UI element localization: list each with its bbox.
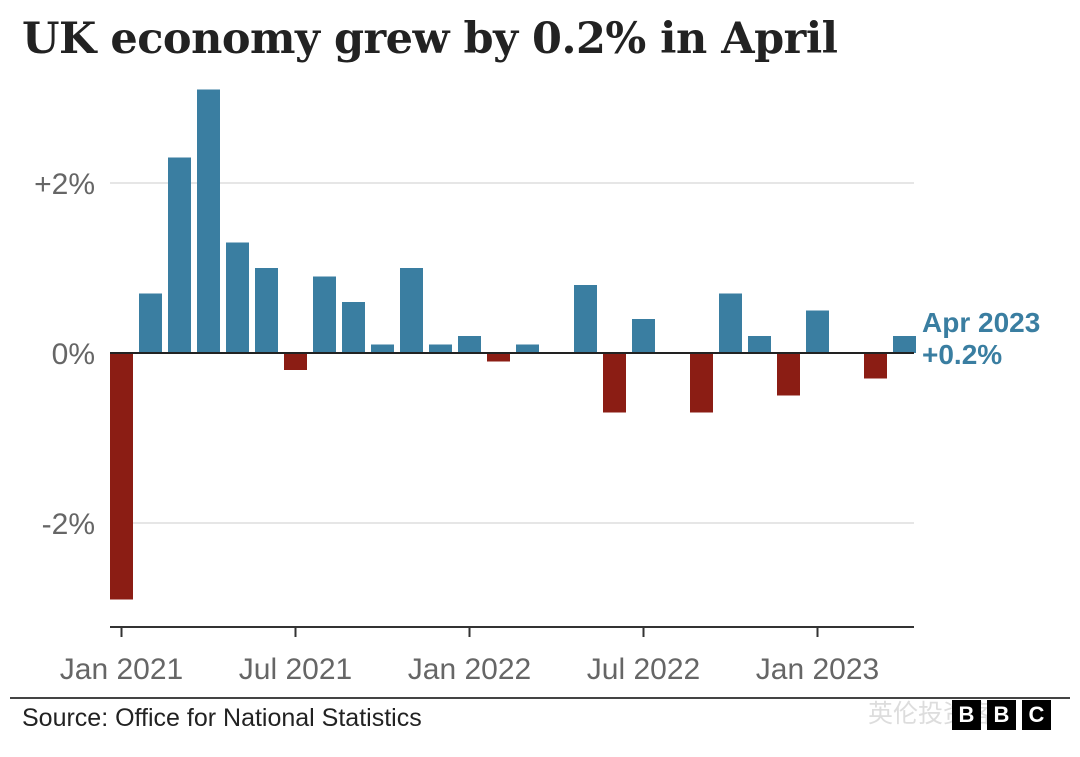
bbc-logo-letter: B bbox=[952, 700, 981, 730]
annotation-label: Apr 2023 bbox=[922, 307, 1040, 338]
x-tick-label: Jul 2022 bbox=[587, 653, 700, 686]
bar-2023-03 bbox=[864, 353, 887, 379]
bar-2021-01 bbox=[110, 353, 133, 600]
bar-2022-10 bbox=[719, 293, 742, 353]
bar-2021-09 bbox=[342, 302, 365, 353]
source-note: Source: Office for National Statistics bbox=[22, 704, 422, 732]
x-tick-label: Jul 2021 bbox=[239, 653, 352, 686]
annotation-value: +0.2% bbox=[922, 339, 1002, 370]
bbc-logo-letter: B bbox=[987, 700, 1016, 730]
x-tick-label: Jan 2021 bbox=[60, 653, 183, 686]
bar-2022-09 bbox=[690, 353, 713, 413]
bar-2022-11 bbox=[748, 336, 771, 353]
bar-2021-07 bbox=[284, 353, 307, 370]
bar-2023-04 bbox=[893, 336, 916, 353]
bar-2022-06 bbox=[603, 353, 626, 413]
y-tick-label: -2% bbox=[42, 508, 95, 541]
bar-2022-02 bbox=[487, 353, 510, 362]
bbc-logo: B B C bbox=[952, 700, 1051, 730]
bar-2022-05 bbox=[574, 285, 597, 353]
bar-2022-01 bbox=[458, 336, 481, 353]
bar-chart: +2% 0% -2% Jan 2021 Jul 2021 Jan 2022 Jul 2022… bbox=[34, 89, 1040, 686]
bar-2021-02 bbox=[139, 293, 162, 353]
x-tick-label: Jan 2023 bbox=[756, 653, 879, 686]
bar-2021-03 bbox=[168, 157, 191, 353]
bar-2021-10 bbox=[371, 344, 394, 353]
bar-2023-01 bbox=[806, 310, 829, 353]
y-tick-label: 0% bbox=[52, 338, 95, 371]
y-tick-label: +2% bbox=[34, 168, 95, 201]
x-tick-label: Jan 2022 bbox=[408, 653, 531, 686]
chart-title: UK economy grew by 0.2% in April bbox=[22, 14, 838, 64]
bar-2021-04 bbox=[197, 89, 220, 353]
bar-2021-06 bbox=[255, 268, 278, 353]
bar-2022-03 bbox=[516, 344, 539, 353]
bar-2022-07 bbox=[632, 319, 655, 353]
footer-divider bbox=[10, 697, 1070, 699]
bar-2021-12 bbox=[429, 344, 452, 353]
bar-2021-05 bbox=[226, 242, 249, 353]
bar-2021-08 bbox=[313, 276, 336, 353]
bar-2021-11 bbox=[400, 268, 423, 353]
bbc-logo-letter: C bbox=[1022, 700, 1051, 730]
bar-2022-12 bbox=[777, 353, 800, 396]
